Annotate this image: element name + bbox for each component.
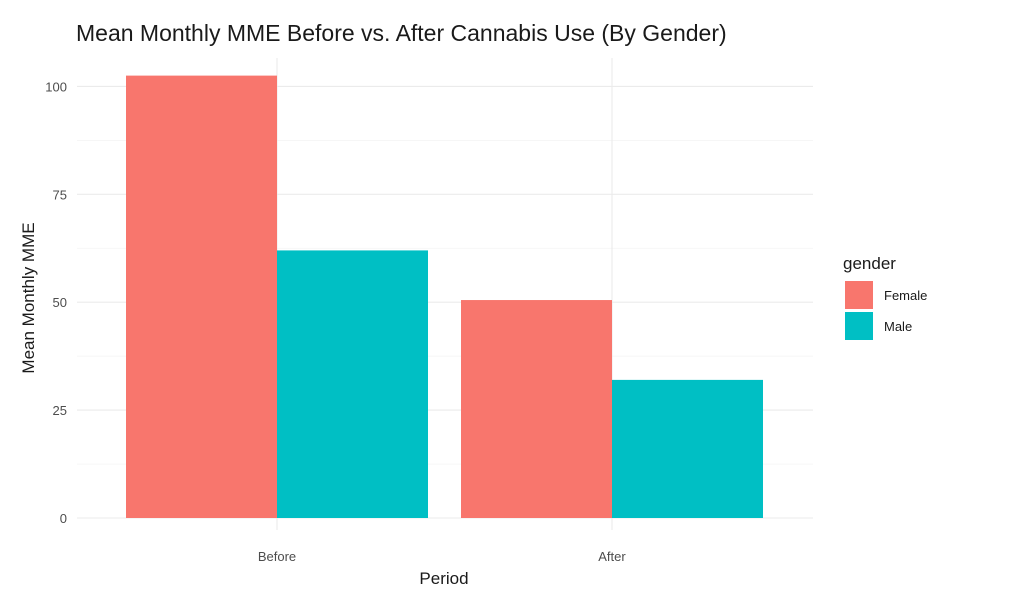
- bars: [126, 75, 763, 519]
- legend-key-female: [845, 281, 873, 309]
- legend-key-male: [845, 312, 873, 340]
- legend: gender Female Male: [843, 254, 927, 340]
- y-tick-label: 25: [53, 403, 67, 418]
- x-tick-label: After: [598, 549, 626, 564]
- x-axis-ticks: Before After: [258, 549, 627, 564]
- x-tick-label: Before: [258, 549, 296, 564]
- y-axis-ticks: 0 25 50 75 100: [45, 79, 67, 526]
- y-tick-label: 75: [53, 187, 67, 202]
- y-axis-title: Mean Monthly MME: [19, 222, 38, 373]
- y-tick-label: 100: [45, 79, 67, 94]
- bar-male-after: [612, 379, 763, 518]
- legend-title: gender: [843, 254, 896, 273]
- y-tick-label: 50: [53, 295, 67, 310]
- legend-items: Female Male: [845, 281, 927, 340]
- legend-label-male: Male: [884, 319, 912, 334]
- bar-male-before: [277, 250, 428, 518]
- legend-label-female: Female: [884, 288, 927, 303]
- y-tick-label: 0: [60, 511, 67, 526]
- x-axis-title: Period: [419, 569, 468, 588]
- bar-female-after: [461, 300, 612, 518]
- bar-female-before: [126, 75, 277, 519]
- chart-title: Mean Monthly MME Before vs. After Cannab…: [76, 20, 727, 46]
